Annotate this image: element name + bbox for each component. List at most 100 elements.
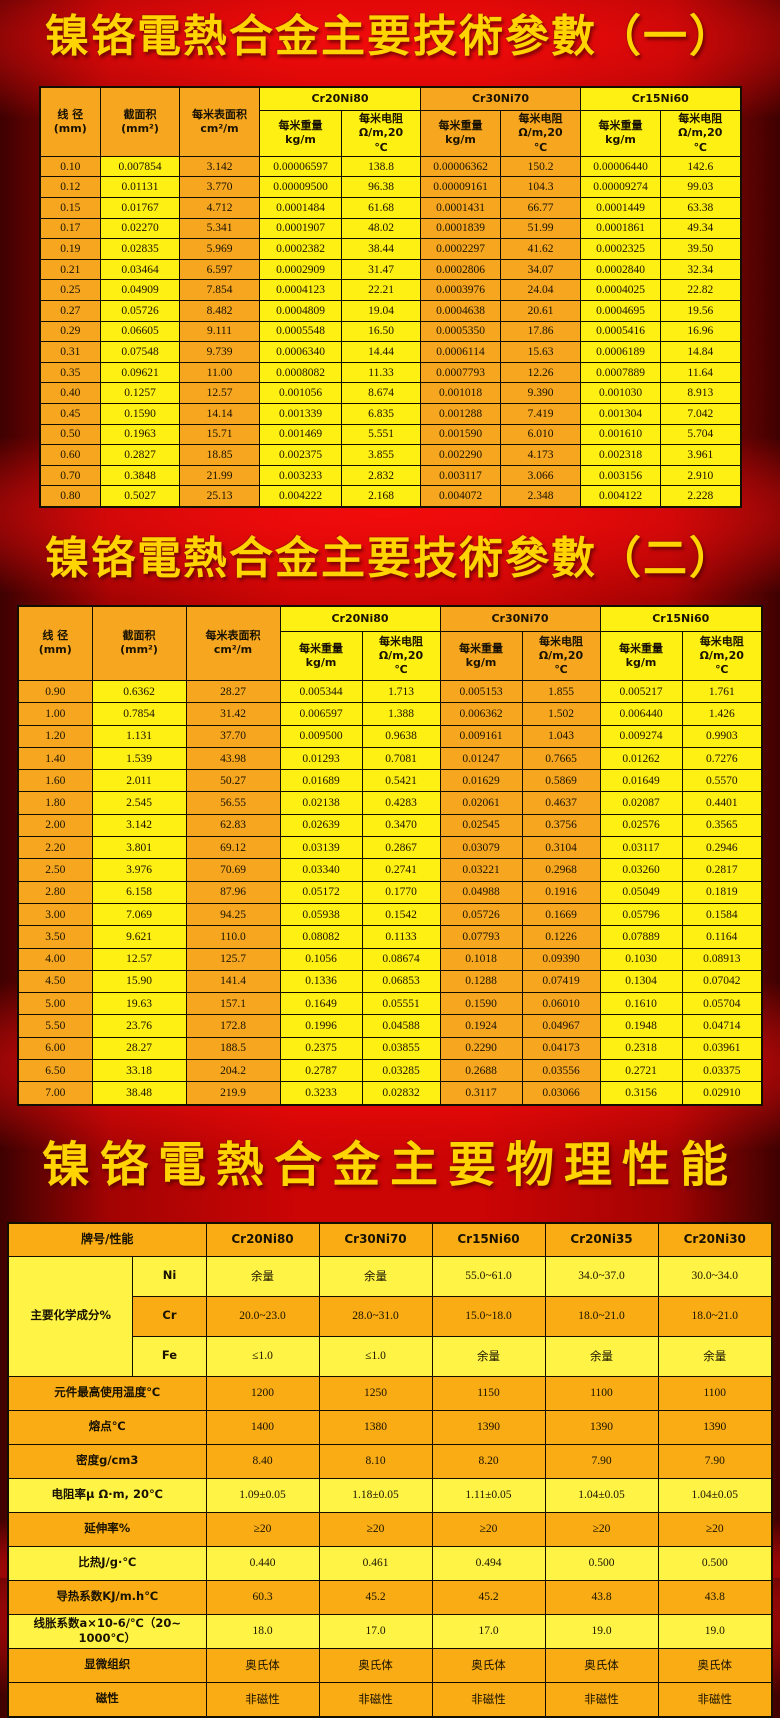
value-cell: 0.27 (39, 300, 101, 322)
value-cell: 37.70 (185, 724, 281, 748)
value-cell: 99.03 (660, 176, 741, 199)
value-cell: 0.2817 (681, 858, 763, 882)
value-cell: 28.27 (91, 1036, 187, 1061)
value-cell: 138.8 (341, 155, 421, 178)
value-cell: 0.03221 (439, 858, 523, 882)
value-cell: 1.855 (521, 679, 601, 704)
value-cell: 0.0001449 (580, 197, 661, 219)
value-cell: 150.2 (500, 155, 581, 178)
value-cell: 0.1948 (599, 1014, 683, 1038)
value-cell: 7.90 (657, 1443, 773, 1479)
value-cell: 0.1304 (599, 969, 683, 994)
alloy-group-header-cr30ni70: Cr30Ni70 (420, 86, 581, 111)
value-cell: 3.855 (341, 444, 421, 466)
value-cell: 51.99 (500, 217, 581, 240)
value-cell: 0.1288 (439, 969, 523, 994)
value-cell: 45.2 (318, 1579, 433, 1615)
value-cell: 18.0 (205, 1613, 320, 1649)
table-row: 元件最高使用温度℃ 1200 1250 1150 1100 1100 (7, 1375, 773, 1411)
value-cell: 0.0006340 (259, 341, 342, 363)
value-cell: 0.03340 (279, 858, 363, 882)
chem-composition-label: 主要化学成分% (7, 1255, 134, 1377)
value-cell: 0.1542 (361, 902, 441, 927)
col-header-section-area: 截面积 (mm²) (100, 86, 180, 157)
value-cell: 0.31 (39, 341, 101, 363)
value-cell: 0.2375 (279, 1036, 363, 1061)
value-cell: 7.069 (91, 902, 187, 927)
value-cell: 34.07 (500, 258, 581, 281)
value-cell: 11.00 (179, 361, 260, 384)
table-row: 5.00 19.63 157.1 0.1649 0.05551 0.1590 0.06010… (17, 992, 763, 1016)
value-cell: 56.55 (185, 791, 281, 815)
value-cell: 0.6362 (91, 679, 187, 704)
alloy-group-header-cr20ni80: Cr20Ni80 (259, 86, 421, 111)
value-cell: 0.04588 (361, 1014, 441, 1038)
value-cell: 63.38 (660, 197, 741, 219)
value-cell: 3.976 (91, 858, 187, 882)
row-label-cell: 熔点℃ (7, 1409, 207, 1445)
value-cell: 104.3 (500, 176, 581, 199)
alloy-group-header-cr15ni60: Cr15Ni60 (599, 605, 763, 632)
value-cell: 0.001288 (420, 403, 501, 425)
value-cell: 0.001030 (580, 382, 661, 405)
value-cell: 0.03556 (521, 1059, 601, 1083)
value-cell: 0.29 (39, 320, 101, 343)
value-cell: 43.8 (657, 1579, 773, 1615)
value-cell: 0.0002297 (420, 238, 501, 260)
value-cell: 34.0~37.0 (544, 1255, 659, 1297)
value-cell: 非磁性 (205, 1681, 320, 1718)
value-cell: 1250 (318, 1375, 433, 1411)
row-label-cell: 导热系数KJ/m.h℃ (7, 1579, 207, 1615)
col-header-weight: 每米重量 kg/m (439, 630, 523, 681)
value-cell: 非磁性 (657, 1681, 773, 1718)
value-cell: 0.2741 (361, 858, 441, 882)
value-cell: 0.0004025 (580, 279, 661, 302)
value-cell: 0.05726 (100, 300, 180, 322)
value-cell: 0.005344 (279, 679, 363, 704)
value-cell: 2.168 (341, 485, 421, 508)
value-cell: 0.9638 (361, 724, 441, 748)
value-cell: 48.02 (341, 217, 421, 240)
value-cell: 0.40 (39, 382, 101, 405)
value-cell: 0.00009274 (580, 176, 661, 199)
value-cell: 0.00006597 (259, 155, 342, 178)
value-cell: 0.0001861 (580, 217, 661, 240)
value-cell: 0.7081 (361, 746, 441, 771)
value-cell: 0.1916 (521, 880, 601, 904)
value-cell: 0.3117 (439, 1081, 523, 1106)
value-cell: 0.0008082 (259, 361, 342, 384)
value-cell: 0.08674 (361, 947, 441, 971)
tech-params-table-1: 线 径 (mm) 截面积 (mm²) 每米表面积 cm²/m Cr20Ni80 … (38, 86, 742, 508)
value-cell: 0.01689 (279, 769, 363, 793)
value-cell: 0.60 (39, 444, 101, 466)
value-cell: 55.0~61.0 (431, 1255, 546, 1297)
value-cell: 2.50 (17, 858, 93, 882)
value-cell: 17.0 (431, 1613, 546, 1649)
value-cell: 125.7 (185, 947, 281, 971)
value-cell: 17.0 (318, 1613, 433, 1649)
value-cell: 0.1257 (100, 382, 180, 405)
table-row: 2.20 3.801 69.12 0.03139 0.2867 0.03079 0.3104… (17, 836, 763, 860)
table-row: 导热系数KJ/m.h℃ 60.3 45.2 45.2 43.8 43.8 (7, 1579, 773, 1615)
value-cell: 0.03285 (361, 1059, 441, 1083)
value-cell: 0.02835 (100, 238, 180, 260)
value-cell: 110.0 (185, 925, 281, 949)
value-cell: 41.62 (500, 238, 581, 260)
table-row: 5.50 23.76 172.8 0.1996 0.04588 0.1924 0.04967… (17, 1014, 763, 1038)
value-cell: 0.01293 (279, 746, 363, 771)
value-cell: 1200 (205, 1375, 320, 1411)
value-cell: 1.04±0.05 (657, 1477, 773, 1513)
value-cell: 7.419 (500, 403, 581, 425)
value-cell: 6.835 (341, 403, 421, 425)
value-cell: 0.0007889 (580, 361, 661, 384)
value-cell: 0.1056 (279, 947, 363, 971)
row-label-cell: 线胀系数a×10-6/℃（20~ 1000℃） (7, 1613, 207, 1649)
value-cell: 32.34 (660, 258, 741, 281)
value-cell: 0.05726 (439, 902, 523, 927)
value-cell: 11.33 (341, 361, 421, 384)
value-cell: 0.10 (39, 155, 101, 178)
value-cell: 2.20 (17, 836, 93, 860)
table1-header: 线 径 (mm) 截面积 (mm²) 每米表面积 cm²/m Cr20Ni80 … (39, 86, 741, 157)
value-cell: 0.07042 (681, 969, 763, 994)
value-cell: 50.27 (185, 769, 281, 793)
